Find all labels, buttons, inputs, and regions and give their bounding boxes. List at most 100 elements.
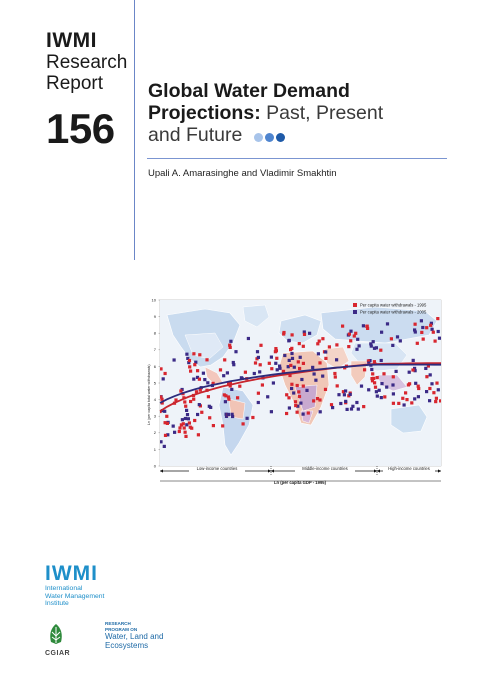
scatter-point: [436, 329, 440, 334]
scatter-point: [185, 423, 189, 427]
scatter-point: [335, 384, 339, 388]
scatter-point: [218, 368, 223, 372]
scatter-point: [367, 388, 371, 392]
scatter-point: [374, 390, 378, 394]
scatter-point: [256, 355, 260, 359]
scatter-point: [315, 397, 320, 401]
scatter-point: [377, 388, 381, 392]
scatter-point: [287, 396, 291, 400]
y-tick-label: 2: [154, 430, 157, 435]
scatter-point: [266, 395, 270, 399]
scatter-point: [189, 399, 193, 404]
scatter-point: [339, 401, 343, 406]
scatter-point: [431, 330, 435, 334]
scatter-point: [209, 405, 213, 409]
scatter-point: [318, 398, 322, 402]
scatter-point: [188, 425, 192, 429]
scatter-point: [429, 321, 433, 325]
scatter-point: [362, 405, 366, 409]
scatter-point: [292, 391, 296, 395]
scatter-point: [414, 381, 418, 385]
scatter-point: [289, 363, 293, 367]
scatter-point: [203, 378, 207, 382]
scatter-point: [316, 342, 320, 346]
scatter-point: [288, 373, 292, 378]
scatter-point: [331, 406, 335, 410]
scatter-point: [295, 383, 299, 388]
scatter-point: [163, 433, 168, 437]
scatter-point: [433, 339, 437, 343]
wle-line-1: Water, Land and: [105, 632, 164, 641]
scatter-point: [226, 412, 230, 416]
scatter-point: [162, 444, 166, 448]
scatter-point: [267, 361, 271, 365]
scatter-point: [402, 403, 406, 407]
scatter-point: [238, 384, 242, 388]
scatter-point: [286, 365, 290, 369]
scatter-point: [385, 322, 390, 326]
scatter-point: [371, 372, 375, 376]
scatter-point: [189, 369, 193, 373]
scatter-point: [298, 355, 302, 359]
scatter-point: [270, 367, 274, 371]
scatter-point: [429, 323, 433, 327]
scatter-point: [295, 410, 299, 414]
scatter-point: [306, 411, 310, 415]
scatter-point: [302, 330, 306, 334]
scatter-point: [278, 366, 282, 370]
scatter-point: [424, 366, 428, 370]
scatter-point: [243, 370, 247, 374]
scatter-point: [186, 356, 190, 360]
scatter-point: [419, 319, 423, 323]
scatter-point: [398, 339, 402, 343]
scatter-point: [297, 390, 301, 394]
cgiar-wle-logo: CGIAR RESEARCH PROGRAM ON Water, Land an…: [45, 620, 205, 660]
scatter-point: [437, 336, 441, 340]
scatter-point: [294, 404, 298, 408]
scatter-point: [227, 397, 231, 401]
scatter-point: [297, 394, 302, 399]
scatter-point: [177, 429, 181, 434]
scatter-point: [301, 412, 305, 416]
income-bands: Low-income countries Middle-income count…: [160, 466, 441, 476]
scatter-point: [311, 365, 315, 369]
scatter-point: [165, 421, 169, 425]
scatter-point: [287, 358, 291, 362]
scatter-point: [349, 339, 353, 343]
scatter-point: [308, 331, 312, 335]
scatter-point: [198, 388, 202, 392]
scatter-point: [347, 345, 351, 349]
scatter-point: [411, 358, 415, 362]
scatter-point: [211, 381, 215, 385]
scatter-point: [196, 412, 200, 417]
scatter-point: [435, 381, 439, 385]
report-title: Global Water Demand Projections: Past, P…: [148, 80, 448, 147]
scatter-point: [252, 371, 256, 376]
scatter-point: [196, 433, 200, 437]
scatter-point: [180, 418, 184, 422]
scatter-point: [198, 353, 202, 357]
scatter-point: [187, 361, 191, 365]
scatter-point: [329, 403, 334, 407]
scatter-point: [428, 399, 432, 403]
scatter-point: [230, 412, 234, 416]
scatter-point: [372, 360, 376, 364]
scatter-point: [363, 368, 367, 372]
scatter-point: [380, 382, 384, 386]
scatter-point: [163, 421, 167, 425]
scatter-point: [361, 324, 365, 328]
scatter-point: [197, 403, 201, 407]
scatter-point: [224, 394, 228, 398]
scatter-point: [312, 399, 316, 403]
scatter-point: [171, 424, 175, 428]
wle-program: RESEARCH PROGRAM ON Water, Land and Ecos…: [105, 621, 163, 650]
scatter-point: [389, 337, 393, 341]
y-tick-label: 6: [154, 364, 157, 369]
scatter-point: [290, 386, 294, 391]
scatter-point: [348, 392, 352, 396]
scatter-point: [436, 388, 440, 392]
scatter-point: [426, 364, 430, 368]
scatter-point: [300, 377, 304, 382]
scatter-point: [301, 344, 305, 348]
